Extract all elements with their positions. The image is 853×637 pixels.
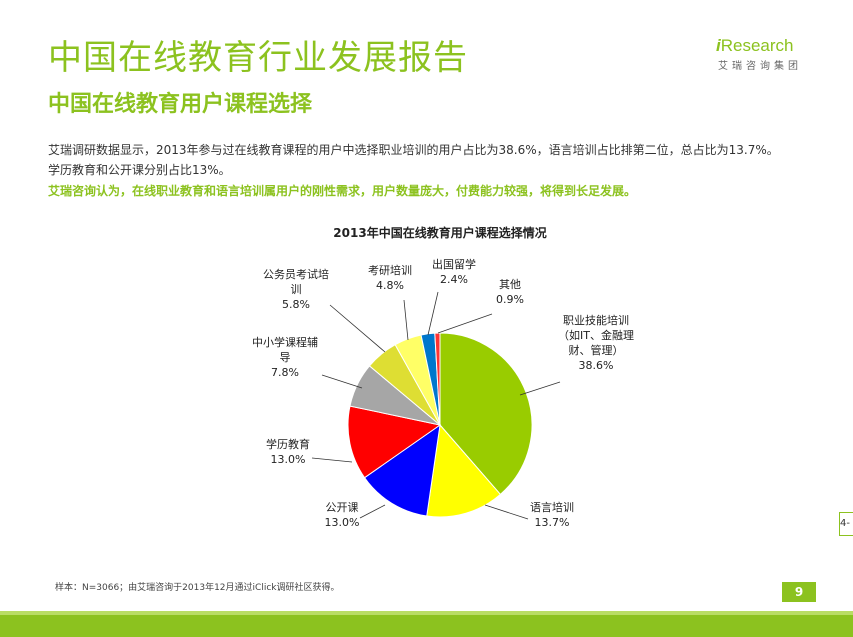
slice-label-8: 其他 0.9% bbox=[496, 278, 524, 306]
description-text: 艾瑞调研数据显示，2013年参与过在线教育课程的用户中选择职业培训的用户占比为3… bbox=[48, 143, 779, 177]
slice-label-1: 语言培训 13.7% bbox=[530, 500, 574, 529]
page-subtitle: 中国在线教育用户课程选择 bbox=[48, 92, 313, 117]
leader-line-5 bbox=[329, 304, 386, 353]
company-logo: iResearch 艾瑞咨询集团 bbox=[716, 36, 806, 72]
pie-slice-8 bbox=[434, 332, 441, 426]
page-number: 9 bbox=[782, 582, 816, 602]
footer-bar bbox=[0, 615, 853, 637]
footer-accent-line bbox=[0, 611, 853, 615]
page-title: 中国在线教育行业发展报告 bbox=[48, 38, 468, 78]
slice-label-6: 考研培训 4.8% bbox=[368, 263, 412, 292]
logo-brand-cn: 艾瑞咨询集团 bbox=[718, 61, 802, 72]
leader-line-6 bbox=[403, 299, 409, 341]
slice-label-3: 学历教育 13.0% bbox=[266, 437, 310, 466]
leader-line-3 bbox=[311, 457, 353, 463]
leader-line-8 bbox=[437, 313, 493, 334]
pie-slice-1 bbox=[426, 423, 502, 518]
source-footnote: 样本：N=3066；由艾瑞咨询于2013年12月通过iClick调研社区获得。 bbox=[55, 583, 340, 593]
pie-slice-2 bbox=[363, 423, 441, 517]
leader-line-4 bbox=[321, 374, 363, 389]
chart-title: 2013年中国在线教育用户课程选择情况 bbox=[333, 226, 547, 240]
slice-label-4: 中小学课程辅导 7.8% bbox=[252, 335, 318, 379]
slice-label-7: 出国留学 2.4% bbox=[432, 257, 476, 286]
leader-line-2 bbox=[359, 504, 386, 519]
side-tab[interactable]: 4- bbox=[839, 512, 853, 536]
highlight-text: 艾瑞咨询认为，在线职业教育和语言培训属用户的刚性需求，用户数量庞大，付费能力较强… bbox=[48, 184, 637, 198]
leader-line-0 bbox=[519, 381, 561, 396]
leader-line-1 bbox=[484, 504, 529, 520]
logo-brand: iResearch bbox=[716, 36, 794, 55]
slice-label-0: 职业技能培训（如IT、金融理财、管理） 38.6% bbox=[558, 313, 634, 372]
slice-label-5: 公务员考试培训 5.8% bbox=[263, 267, 329, 311]
leader-line-7 bbox=[427, 291, 439, 336]
pie-slice-3 bbox=[347, 405, 442, 479]
slice-label-2: 公开课 13.0% bbox=[325, 501, 360, 529]
